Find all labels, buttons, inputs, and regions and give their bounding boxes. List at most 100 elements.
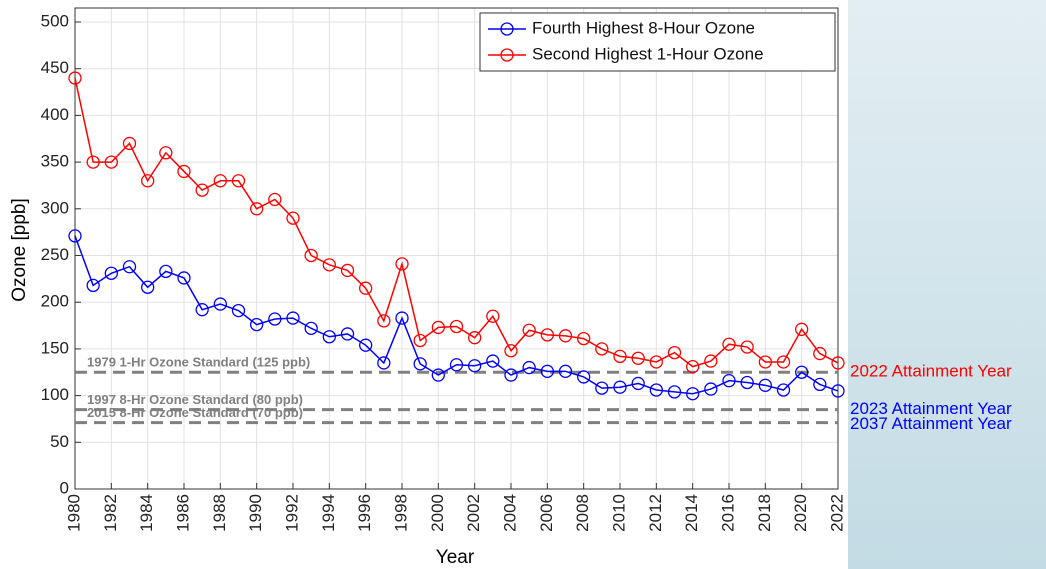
reference-label: 2015 8-Hr Ozone Standard (70 ppb): [87, 405, 303, 420]
marker: [468, 331, 482, 345]
marker: [686, 359, 700, 374]
y-axis-label: Ozone [ppb]: [9, 198, 30, 302]
x-tick-label: 2006: [537, 494, 556, 532]
marker: [649, 355, 663, 369]
marker: [504, 344, 518, 358]
y-tick-label: 250: [41, 245, 69, 264]
marker: [776, 355, 791, 369]
marker: [213, 174, 227, 188]
x-tick-label: 2022: [827, 494, 846, 532]
marker: [322, 258, 336, 272]
marker: [359, 338, 373, 352]
marker: [449, 319, 464, 334]
marker: [377, 356, 391, 370]
marker: [177, 164, 191, 179]
x-tick-label: 2008: [573, 494, 592, 532]
marker: [304, 248, 318, 263]
marker: [195, 183, 209, 197]
marker: [722, 374, 736, 388]
x-tick-label: 1984: [137, 494, 156, 532]
x-tick-label: 2020: [791, 494, 810, 532]
marker: [231, 303, 246, 318]
y-tick-label: 500: [41, 11, 69, 30]
marker: [268, 192, 282, 207]
series-line: [74, 235, 839, 395]
marker: [595, 381, 609, 395]
marker: [395, 311, 409, 325]
marker: [740, 375, 754, 390]
x-tick-label: 1990: [246, 494, 265, 532]
marker: [68, 71, 82, 85]
marker: [758, 355, 772, 369]
marker: [68, 229, 82, 243]
y-tick-label: 400: [41, 105, 69, 124]
x-tick-label: 2018: [755, 494, 774, 532]
marker: [577, 370, 591, 384]
marker: [449, 358, 464, 372]
marker: [359, 281, 373, 295]
marker: [86, 278, 100, 293]
marker: [86, 155, 100, 169]
marker: [340, 327, 355, 341]
y-tick-label: 350: [41, 152, 69, 171]
marker: [195, 303, 209, 317]
x-axis-label: Year: [436, 547, 475, 568]
series-line: [74, 77, 839, 368]
marker: [631, 351, 645, 365]
marker: [322, 330, 336, 344]
marker: [413, 357, 427, 371]
marker: [250, 202, 264, 216]
x-tick-label: 1994: [319, 494, 338, 532]
marker: [468, 359, 482, 373]
marker: [831, 356, 845, 370]
marker: [704, 354, 718, 368]
y-tick-label: 450: [41, 58, 69, 77]
marker: [250, 317, 264, 332]
marker: [686, 387, 700, 401]
marker: [377, 314, 391, 328]
marker: [613, 380, 627, 394]
marker: [667, 345, 682, 360]
marker: [776, 383, 791, 397]
marker: [177, 271, 191, 285]
marker: [213, 297, 227, 311]
marker: [268, 312, 282, 326]
legend-label: Second Highest 1-Hour Ozone: [532, 44, 764, 63]
marker: [395, 257, 409, 271]
marker: [795, 365, 809, 379]
legend-marker: [500, 22, 514, 36]
marker: [431, 368, 445, 382]
marker: [649, 383, 663, 397]
marker: [159, 146, 173, 160]
marker: [122, 136, 137, 151]
y-tick-label: 200: [41, 292, 69, 311]
x-tick-label: 1998: [391, 494, 410, 532]
x-tick-label: 2016: [718, 494, 737, 532]
x-tick-label: 2002: [464, 494, 483, 532]
marker: [522, 323, 536, 337]
reference-label: 1979 1-Hr Ozone Standard (125 ppb): [87, 355, 310, 370]
marker: [558, 329, 573, 343]
marker: [595, 342, 609, 356]
reference-label: 1997 8-Hr Ozone Standard (80 ppb): [87, 392, 303, 407]
marker: [104, 155, 118, 169]
x-tick-label: 1986: [173, 494, 192, 532]
y-tick-label: 0: [60, 478, 69, 497]
side-panel: [848, 0, 1046, 569]
marker: [540, 328, 554, 342]
marker: [813, 377, 827, 392]
marker: [667, 385, 682, 399]
marker: [104, 266, 118, 280]
marker: [340, 263, 355, 278]
x-tick-label: 1980: [64, 494, 83, 532]
marker: [486, 354, 500, 368]
x-tick-label: 2014: [682, 494, 701, 532]
x-tick-label: 1992: [282, 494, 301, 532]
attainment-label: 2037 Attainment Year: [850, 414, 1012, 433]
y-tick-label: 300: [41, 198, 69, 217]
marker: [704, 382, 718, 396]
marker: [740, 340, 754, 354]
marker: [758, 378, 772, 392]
legend-marker: [500, 48, 514, 62]
